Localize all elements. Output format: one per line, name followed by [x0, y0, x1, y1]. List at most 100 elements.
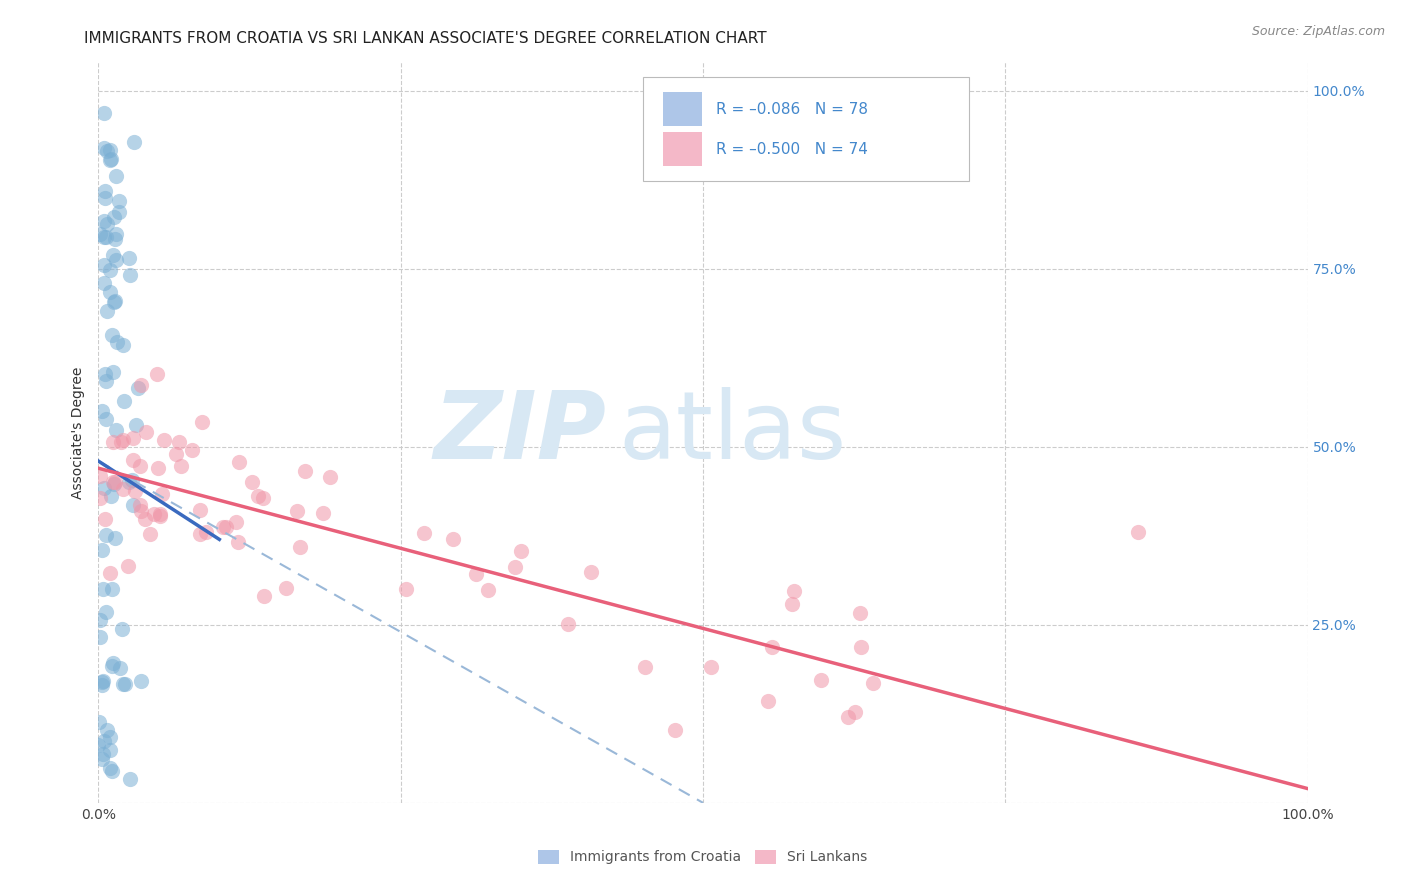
Point: [89, 227, 111, 241]
Point: [101, 475, 124, 490]
Point: [148, 460, 170, 475]
Point: [93, 213, 115, 227]
Point: [288, 540, 311, 554]
Point: [170, 458, 193, 473]
Point: [98, 731, 121, 745]
Point: [145, 367, 167, 381]
Point: [96, 303, 118, 318]
Point: [149, 509, 172, 524]
Point: [89, 469, 111, 483]
Point: [110, 661, 132, 675]
Point: [93, 258, 115, 272]
Point: [112, 338, 135, 352]
Point: [148, 508, 170, 522]
Point: [103, 210, 125, 224]
Point: [510, 543, 533, 558]
Point: [96, 145, 118, 159]
Point: [849, 640, 872, 655]
Point: [167, 434, 190, 449]
Point: [98, 263, 121, 277]
Point: [181, 442, 204, 457]
Point: [104, 232, 127, 246]
Point: [125, 418, 148, 433]
Point: [756, 694, 779, 708]
Point: [477, 583, 499, 598]
Point: [165, 447, 187, 461]
Point: [100, 489, 122, 503]
Point: [188, 527, 211, 541]
Point: [319, 470, 342, 484]
Point: [112, 394, 135, 409]
Point: [93, 511, 115, 525]
Point: [118, 251, 141, 265]
Point: [91, 674, 114, 689]
Bar: [664, 132, 702, 166]
Point: [780, 597, 803, 611]
Point: [100, 658, 122, 673]
Point: [96, 217, 118, 231]
Legend: Immigrants from Croatia, Sri Lankans: Immigrants from Croatia, Sri Lankans: [533, 844, 873, 870]
Text: R = –0.500   N = 74: R = –0.500 N = 74: [716, 142, 868, 157]
Point: [107, 194, 129, 209]
Point: [89, 491, 111, 505]
Point: [633, 660, 655, 674]
Point: [93, 276, 115, 290]
Point: [94, 605, 117, 619]
FancyBboxPatch shape: [643, 78, 969, 181]
Point: [93, 106, 115, 120]
Point: [91, 677, 114, 691]
Point: [129, 498, 152, 512]
Point: [105, 424, 128, 438]
Point: [557, 616, 579, 631]
Point: [96, 412, 118, 426]
Point: [664, 723, 686, 737]
Point: [124, 484, 146, 499]
Point: [94, 191, 117, 205]
Point: [94, 184, 117, 198]
Point: [188, 503, 211, 517]
Point: [96, 230, 118, 244]
Point: [98, 566, 121, 580]
Point: [100, 152, 122, 166]
Text: atlas: atlas: [619, 386, 846, 479]
Point: [412, 525, 434, 540]
Point: [121, 498, 143, 512]
Point: [121, 431, 143, 445]
Point: [93, 367, 115, 381]
Point: [118, 475, 141, 489]
Point: [276, 581, 298, 595]
Point: [105, 169, 128, 183]
Point: [112, 433, 135, 447]
Point: [579, 565, 602, 579]
Point: [89, 630, 111, 644]
Point: [246, 489, 269, 503]
Point: [104, 252, 127, 267]
Point: [195, 525, 218, 540]
Point: [98, 761, 121, 775]
Point: [105, 334, 128, 349]
Point: [761, 640, 783, 654]
Point: [111, 677, 134, 691]
Y-axis label: Associate's Degree: Associate's Degree: [72, 367, 86, 499]
Point: [228, 455, 250, 469]
Point: [104, 531, 127, 545]
Point: [844, 705, 866, 719]
Point: [111, 482, 134, 496]
Point: [101, 247, 124, 261]
Point: [91, 582, 114, 596]
Point: [122, 453, 145, 467]
Point: [110, 435, 132, 450]
Point: [98, 144, 121, 158]
Point: [129, 503, 152, 517]
Point: [103, 294, 125, 309]
Point: [90, 542, 112, 557]
Point: [101, 657, 124, 671]
Point: [104, 475, 127, 490]
Point: [87, 738, 110, 752]
Point: [87, 714, 110, 729]
Point: [94, 528, 117, 542]
Point: [212, 520, 235, 534]
Point: [782, 583, 804, 598]
Point: [1128, 525, 1150, 540]
Point: [91, 673, 114, 688]
